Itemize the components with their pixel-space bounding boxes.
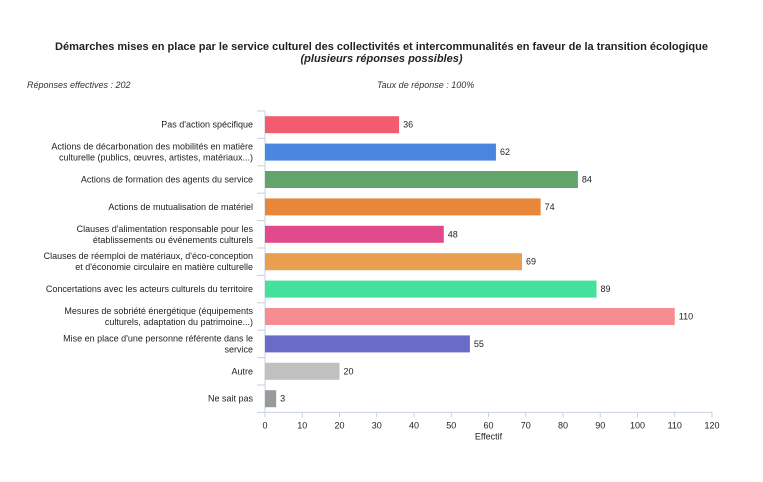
data-label: 20: [344, 366, 354, 376]
bar: [265, 335, 470, 353]
category-label: Mesures de sobriété énergétique (équipem…: [64, 306, 253, 327]
bar: [265, 253, 523, 271]
x-tick-label: 20: [334, 420, 344, 430]
bar: [265, 390, 277, 408]
x-tick-label: 0: [262, 420, 267, 430]
bar: [265, 280, 597, 298]
x-tick-label: 50: [446, 420, 456, 430]
bar: [265, 171, 578, 188]
response-rate: Taux de réponse : 100%: [377, 80, 475, 90]
responses-count: Réponses effectives : 202: [27, 80, 131, 90]
x-tick-label: 60: [483, 420, 493, 430]
data-label: 55: [474, 339, 484, 349]
category-label: Concertations avec les acteurs culturels…: [46, 284, 253, 294]
x-tick-label: 30: [372, 420, 382, 430]
bar: [265, 308, 675, 325]
data-label: 84: [582, 175, 592, 185]
category-label: Ne sait pas: [208, 394, 254, 404]
chart-title: Démarches mises en place par le service …: [55, 41, 708, 53]
category-label: Actions de mutualisation de matériel: [108, 202, 253, 212]
category-label: Actions de décarbonation des mobilités e…: [51, 142, 253, 163]
data-label: 3: [280, 394, 285, 404]
bar: [265, 362, 340, 380]
data-label: 110: [679, 312, 693, 322]
data-label: 48: [448, 229, 458, 239]
x-tick-label: 40: [409, 420, 419, 430]
x-tick-label: 100: [630, 420, 645, 430]
x-tick-label: 10: [297, 420, 307, 430]
x-axis-title: Effectif: [475, 431, 503, 441]
data-label: 89: [601, 284, 611, 294]
bar: [265, 225, 444, 243]
data-label: 36: [403, 120, 413, 130]
data-label: 74: [545, 202, 555, 212]
bar: [265, 143, 496, 161]
category-label: Actions de formation des agents du servi…: [81, 175, 253, 185]
category-label: Autre: [231, 366, 253, 376]
category-label: Clauses d'alimentation responsable pour …: [77, 224, 254, 245]
x-tick-label: 90: [595, 420, 605, 430]
chart-subtitle: (plusieurs réponses possibles): [300, 53, 463, 65]
x-tick-label: 110: [668, 420, 682, 430]
bar: [265, 198, 541, 216]
category-label: Pas d'action spécifique: [161, 120, 253, 130]
x-tick-label: 120: [704, 420, 719, 430]
bar: [265, 116, 400, 134]
data-label: 62: [500, 147, 510, 157]
x-tick-label: 70: [521, 420, 531, 430]
data-label: 69: [526, 257, 536, 267]
x-tick-label: 80: [558, 420, 568, 430]
category-label: Mise en place d'une personne référente d…: [63, 333, 253, 354]
category-label: Clauses de réemploi de matériaux, d'éco-…: [44, 251, 253, 272]
